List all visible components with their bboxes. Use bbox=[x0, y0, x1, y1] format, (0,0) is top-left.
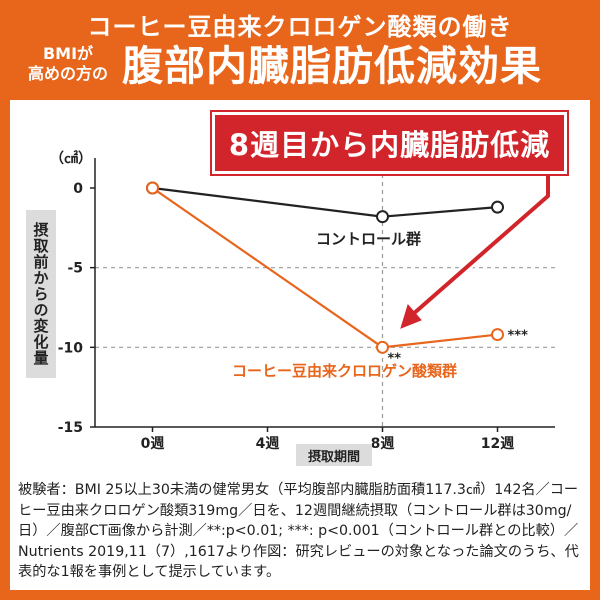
data-point bbox=[491, 200, 504, 214]
header: コーヒー豆由来クロロゲン酸類の働き BMIが 高めの方の 腹部内臓脂肪低減効果 bbox=[0, 0, 600, 100]
callout-arrow-head bbox=[400, 303, 422, 329]
x-tick-label: 4週 bbox=[256, 436, 280, 452]
y-tick-label: -5 bbox=[67, 261, 83, 277]
x-axis-label: 摂取期間 bbox=[296, 444, 372, 466]
x-tick-label: 0週 bbox=[141, 436, 165, 452]
significance-label: ** bbox=[388, 351, 402, 366]
title-line1: コーヒー豆由来クロロゲン酸類の働き bbox=[87, 13, 513, 41]
y-tick-label: -10 bbox=[58, 340, 84, 356]
x-tick-label: 12週 bbox=[481, 436, 514, 452]
y-tick-label: -15 bbox=[58, 420, 83, 436]
y-tick-label: 0 bbox=[73, 181, 83, 197]
callout-arrow-shaft bbox=[410, 172, 550, 317]
subtitle-line1: BMIが bbox=[42, 44, 94, 63]
series-label-control: コントロール群 bbox=[316, 230, 421, 248]
callout-box: 8週目から内臓脂肪低減 bbox=[212, 112, 567, 174]
data-point bbox=[491, 328, 504, 342]
main-title: 腹部内臓脂肪低減効果 bbox=[122, 42, 542, 90]
data-point bbox=[376, 210, 389, 224]
subtitle: BMIが 高めの方の bbox=[20, 44, 116, 84]
footnote: 被験者：BMI 25以上30未満の健常男女（平均腹部内臓脂肪面積117.3㎠）1… bbox=[18, 482, 579, 580]
y-axis-unit: （㎠） bbox=[50, 151, 92, 167]
significance-label: *** bbox=[508, 329, 529, 344]
data-point bbox=[146, 181, 159, 195]
data-point bbox=[376, 340, 389, 354]
callout-arrow-outline bbox=[403, 172, 553, 324]
y-axis-label: 摂取前からの変化量 bbox=[26, 210, 56, 378]
series-line bbox=[152, 186, 498, 218]
series-label-coffee: コーヒー豆由来クロロゲン酸類群 bbox=[232, 362, 457, 380]
subtitle-line2: 高めの方の bbox=[27, 64, 108, 83]
x-tick-label: 8週 bbox=[371, 436, 395, 452]
content-panel bbox=[10, 100, 590, 590]
